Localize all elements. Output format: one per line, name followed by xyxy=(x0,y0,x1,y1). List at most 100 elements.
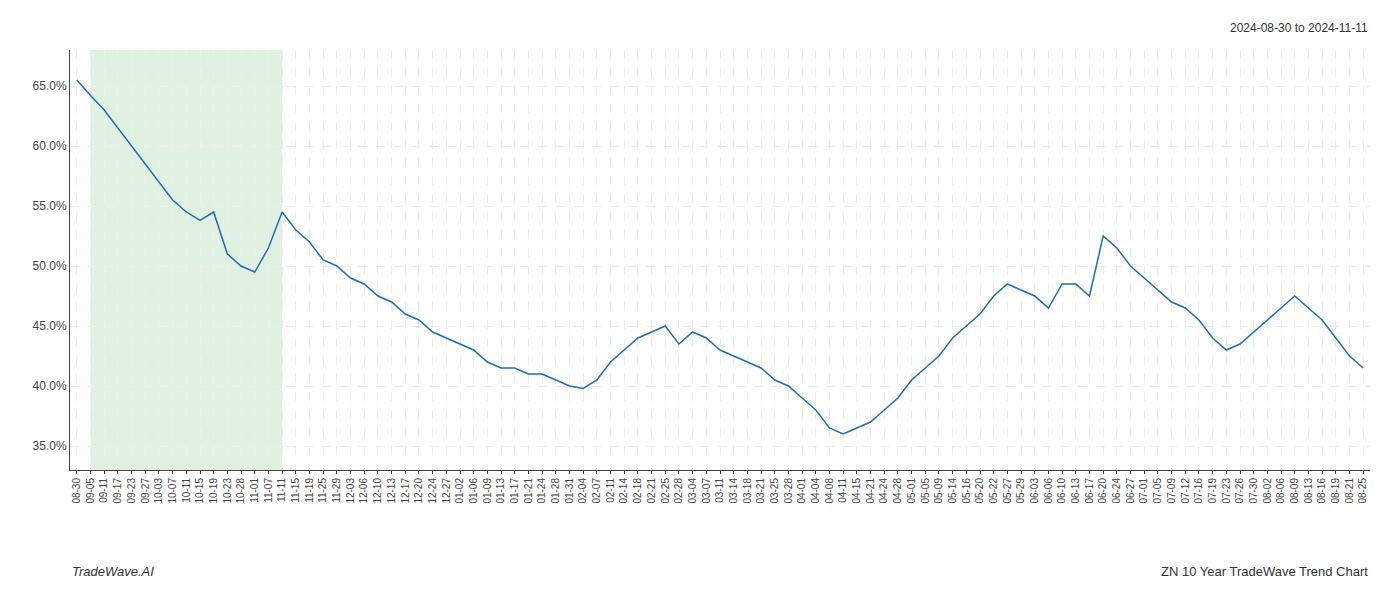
svg-text:11-15: 11-15 xyxy=(290,478,301,503)
svg-text:06-06: 06-06 xyxy=(1043,478,1054,504)
svg-text:02-07: 02-07 xyxy=(591,478,602,504)
svg-text:01-24: 01-24 xyxy=(536,478,547,504)
svg-text:12-24: 12-24 xyxy=(427,478,438,504)
svg-text:12-13: 12-13 xyxy=(386,478,397,504)
svg-text:01-09: 01-09 xyxy=(482,478,493,504)
svg-text:05-16: 05-16 xyxy=(961,478,972,504)
svg-text:09-11: 09-11 xyxy=(98,478,109,503)
svg-text:03-07: 03-07 xyxy=(701,478,712,504)
svg-text:10-03: 10-03 xyxy=(153,478,164,504)
svg-text:02-25: 02-25 xyxy=(660,478,671,504)
svg-text:TradeWave.AI: TradeWave.AI xyxy=(72,564,154,579)
svg-text:08-16: 08-16 xyxy=(1316,478,1327,504)
svg-text:03-25: 03-25 xyxy=(769,478,780,504)
svg-text:05-27: 05-27 xyxy=(1002,478,1013,504)
svg-text:12-17: 12-17 xyxy=(400,478,411,504)
svg-text:04-08: 04-08 xyxy=(824,478,835,504)
svg-text:03-11: 03-11 xyxy=(714,478,725,503)
svg-text:12-27: 12-27 xyxy=(441,478,452,504)
svg-text:04-15: 04-15 xyxy=(851,478,862,504)
svg-text:01-31: 01-31 xyxy=(564,478,575,504)
svg-text:09-23: 09-23 xyxy=(126,478,137,504)
svg-text:03-28: 03-28 xyxy=(783,478,794,504)
svg-text:65.0%: 65.0% xyxy=(33,79,67,93)
svg-text:45.0%: 45.0% xyxy=(33,319,67,333)
svg-text:05-09: 05-09 xyxy=(933,478,944,504)
svg-text:06-10: 06-10 xyxy=(1056,478,1067,504)
svg-text:06-13: 06-13 xyxy=(1070,478,1081,504)
svg-text:01-21: 01-21 xyxy=(523,478,534,504)
svg-text:08-09: 08-09 xyxy=(1289,478,1300,504)
svg-text:01-06: 01-06 xyxy=(468,478,479,504)
svg-text:02-04: 02-04 xyxy=(577,478,588,504)
svg-text:03-21: 03-21 xyxy=(755,478,766,504)
svg-text:05-29: 05-29 xyxy=(1015,478,1026,504)
svg-text:11-19: 11-19 xyxy=(304,478,315,503)
svg-text:08-02: 08-02 xyxy=(1262,478,1273,504)
svg-text:04-04: 04-04 xyxy=(810,478,821,504)
svg-text:07-05: 07-05 xyxy=(1152,478,1163,504)
svg-text:05-14: 05-14 xyxy=(947,478,958,504)
svg-text:50.0%: 50.0% xyxy=(33,259,67,273)
svg-text:08-19: 08-19 xyxy=(1330,478,1341,504)
svg-text:07-16: 07-16 xyxy=(1193,478,1204,504)
svg-text:02-14: 02-14 xyxy=(618,478,629,504)
svg-text:03-14: 03-14 xyxy=(728,478,739,504)
svg-text:05-20: 05-20 xyxy=(974,478,985,504)
svg-text:07-09: 07-09 xyxy=(1166,478,1177,504)
svg-text:10-11: 10-11 xyxy=(181,478,192,503)
svg-text:04-28: 04-28 xyxy=(892,478,903,504)
svg-text:06-24: 06-24 xyxy=(1111,478,1122,504)
svg-text:07-12: 07-12 xyxy=(1180,478,1191,504)
svg-text:02-11: 02-11 xyxy=(605,478,616,503)
svg-text:08-06: 08-06 xyxy=(1275,478,1286,504)
svg-text:12-06: 12-06 xyxy=(358,478,369,504)
svg-text:06-27: 06-27 xyxy=(1125,478,1136,504)
svg-text:02-28: 02-28 xyxy=(673,478,684,504)
svg-text:09-05: 09-05 xyxy=(85,478,96,504)
svg-text:01-28: 01-28 xyxy=(550,478,561,504)
svg-text:ZN 10 Year TradeWave Trend Cha: ZN 10 Year TradeWave Trend Chart xyxy=(1161,564,1368,579)
svg-text:07-19: 07-19 xyxy=(1207,478,1218,504)
svg-text:04-11: 04-11 xyxy=(837,478,848,503)
svg-text:01-17: 01-17 xyxy=(509,478,520,504)
svg-text:11-29: 11-29 xyxy=(331,478,342,503)
svg-text:04-21: 04-21 xyxy=(865,478,876,504)
svg-text:12-03: 12-03 xyxy=(345,478,356,504)
svg-text:01-13: 01-13 xyxy=(495,478,506,504)
svg-text:06-17: 06-17 xyxy=(1084,478,1095,504)
svg-text:05-05: 05-05 xyxy=(920,478,931,504)
svg-text:04-24: 04-24 xyxy=(878,478,889,504)
svg-text:12-20: 12-20 xyxy=(413,478,424,504)
svg-text:09-17: 09-17 xyxy=(112,478,123,504)
svg-text:12-10: 12-10 xyxy=(372,478,383,504)
svg-text:02-21: 02-21 xyxy=(646,478,657,504)
svg-text:11-11: 11-11 xyxy=(276,478,287,503)
svg-text:07-01: 07-01 xyxy=(1138,478,1149,504)
svg-text:09-27: 09-27 xyxy=(140,478,151,504)
svg-text:2024-08-30 to 2024-11-11: 2024-08-30 to 2024-11-11 xyxy=(1230,21,1368,35)
svg-text:05-01: 05-01 xyxy=(906,478,917,504)
svg-text:04-01: 04-01 xyxy=(796,478,807,504)
svg-text:35.0%: 35.0% xyxy=(33,439,67,453)
svg-text:40.0%: 40.0% xyxy=(33,379,67,393)
svg-text:05-22: 05-22 xyxy=(988,478,999,504)
svg-text:60.0%: 60.0% xyxy=(33,139,67,153)
svg-text:08-13: 08-13 xyxy=(1303,478,1314,504)
svg-text:11-07: 11-07 xyxy=(263,478,274,503)
svg-text:01-02: 01-02 xyxy=(454,478,465,504)
svg-text:08-25: 08-25 xyxy=(1357,478,1368,504)
svg-text:08-30: 08-30 xyxy=(71,478,82,504)
svg-text:11-01: 11-01 xyxy=(249,478,260,503)
svg-text:02-18: 02-18 xyxy=(632,478,643,504)
svg-text:10-23: 10-23 xyxy=(222,478,233,504)
svg-text:07-26: 07-26 xyxy=(1234,478,1245,504)
svg-text:06-03: 06-03 xyxy=(1029,478,1040,504)
svg-text:06-20: 06-20 xyxy=(1097,478,1108,504)
svg-text:07-30: 07-30 xyxy=(1248,478,1259,504)
svg-text:10-07: 10-07 xyxy=(167,478,178,504)
svg-text:55.0%: 55.0% xyxy=(33,199,67,213)
svg-text:08-21: 08-21 xyxy=(1344,478,1355,504)
svg-text:10-28: 10-28 xyxy=(235,478,246,504)
svg-text:10-15: 10-15 xyxy=(194,478,205,504)
